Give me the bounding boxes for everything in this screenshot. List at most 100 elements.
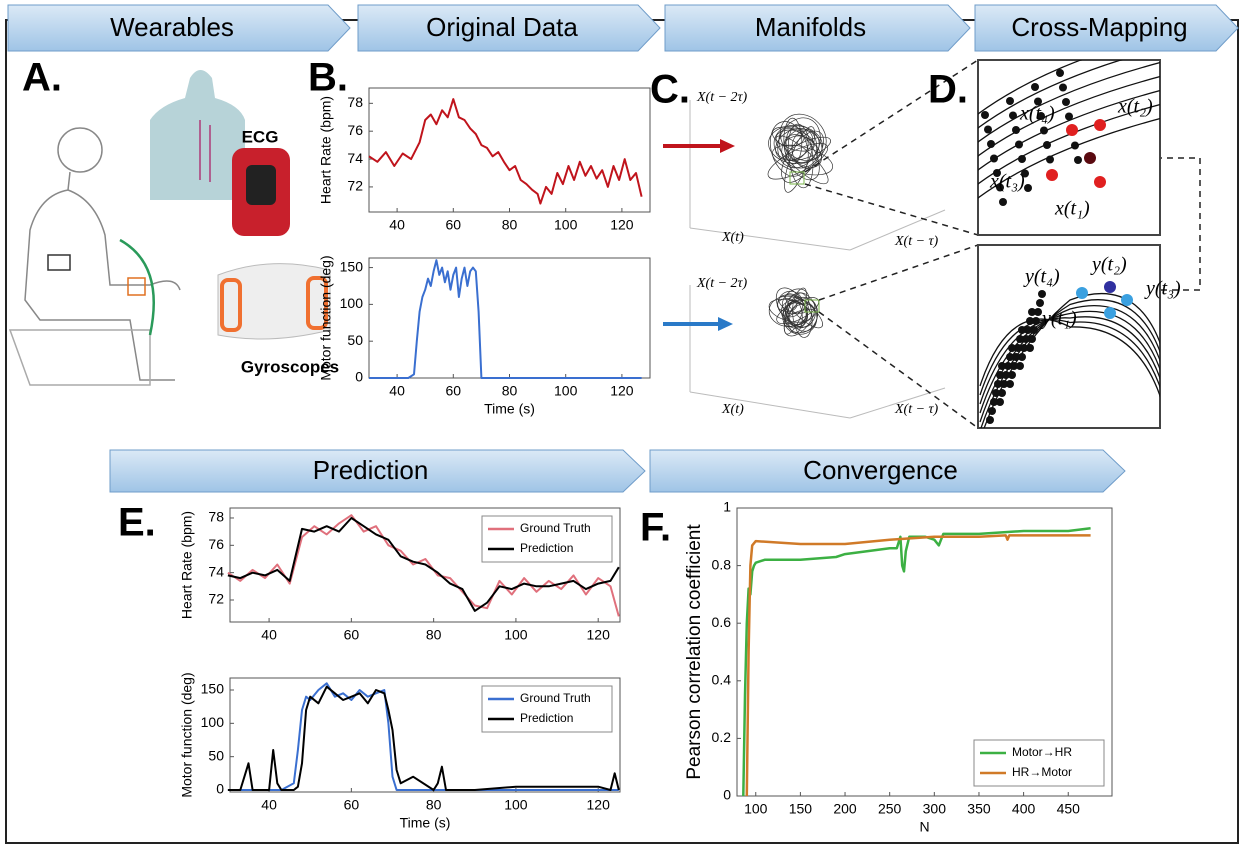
x-tick-label: 250 bbox=[878, 801, 902, 817]
x-axis-label: Time (s) bbox=[400, 815, 451, 831]
trajectory-point bbox=[1026, 344, 1034, 352]
y-tick-label: 50 bbox=[208, 747, 224, 763]
neighbor-point bbox=[1121, 294, 1133, 306]
x-tick-label: 60 bbox=[344, 627, 360, 643]
cross-map-y-box bbox=[977, 244, 1161, 429]
y-tick-label: 0.6 bbox=[712, 614, 732, 630]
data-line bbox=[227, 517, 620, 612]
x-tick-label: 100 bbox=[744, 801, 768, 817]
trajectory-point bbox=[986, 416, 994, 424]
target-point bbox=[1084, 152, 1096, 164]
manifold-axis-label: X(t) bbox=[721, 402, 744, 417]
x-tick-label: 100 bbox=[554, 217, 578, 233]
panel-label: C. bbox=[650, 68, 690, 112]
x-tick-label: 40 bbox=[389, 217, 405, 233]
x-tick-label: 400 bbox=[1012, 801, 1036, 817]
trajectory-point bbox=[984, 125, 992, 134]
arrowhead bbox=[720, 139, 735, 153]
attractor-loop bbox=[785, 136, 831, 161]
panel-label: F. bbox=[640, 506, 671, 550]
cross-map-x-box bbox=[977, 59, 1161, 236]
attractor-loop bbox=[792, 292, 813, 338]
trajectory bbox=[979, 305, 1160, 423]
trajectory bbox=[978, 103, 1160, 185]
trajectory bbox=[978, 117, 1160, 199]
trajectory-point bbox=[1065, 112, 1073, 121]
trajectory-point bbox=[992, 389, 1000, 397]
x-tick-label: 80 bbox=[502, 383, 518, 399]
manifold-axis-label: X(t − 2τ) bbox=[696, 90, 748, 105]
y-tick-label: 78 bbox=[347, 94, 363, 110]
x-tick-label: 80 bbox=[502, 217, 518, 233]
attractor-loop bbox=[784, 296, 819, 334]
x-tick-label: 80 bbox=[426, 797, 442, 813]
section-header-label: Convergence bbox=[803, 455, 958, 485]
panel-label: A. bbox=[22, 56, 62, 100]
ecg-silhouette bbox=[150, 70, 245, 200]
y-tick-label: 76 bbox=[347, 122, 363, 138]
trajectory bbox=[980, 299, 1160, 428]
manifold-attractors bbox=[767, 113, 833, 338]
neighbor-point bbox=[1076, 287, 1088, 299]
manifold-axis-label: X(t − 2τ) bbox=[696, 276, 748, 291]
cross-map-label: y(t₃) bbox=[1144, 278, 1181, 300]
trajectory-point bbox=[1006, 97, 1014, 105]
y-axis-label: Pearson correlation coefficient bbox=[684, 524, 705, 780]
trajectory-point bbox=[1016, 335, 1024, 343]
trajectory-point bbox=[1062, 98, 1070, 106]
trajectory-point bbox=[1021, 169, 1029, 178]
y-tick-label: 0 bbox=[723, 787, 731, 803]
neighbor-point bbox=[1094, 176, 1106, 188]
trajectory-point bbox=[1038, 290, 1046, 298]
neighborhood-box bbox=[804, 299, 820, 313]
x-tick-label: 60 bbox=[446, 217, 462, 233]
y-tick-label: 1 bbox=[723, 499, 731, 515]
trajectory-point bbox=[994, 380, 1002, 388]
attractor-loop bbox=[784, 128, 820, 164]
neighbor-point bbox=[1094, 119, 1106, 131]
gyroscope-strap bbox=[306, 276, 328, 330]
manifold-axis-label: X(t − τ) bbox=[894, 234, 939, 249]
legend-box bbox=[481, 685, 613, 733]
attractor-loop bbox=[781, 288, 810, 315]
legend-box bbox=[481, 515, 613, 563]
trajectory-point bbox=[1059, 83, 1067, 92]
x-tick-label: 200 bbox=[833, 801, 857, 817]
gyroscope-label: Gyroscopes bbox=[241, 357, 339, 376]
attractor-loop bbox=[791, 130, 823, 169]
panel-label: D. bbox=[928, 68, 968, 112]
trajectory-point bbox=[1031, 83, 1039, 91]
section-header-label: Original Data bbox=[426, 12, 578, 42]
gyroscope-strap bbox=[220, 278, 242, 332]
x-axis-label: N bbox=[919, 819, 929, 835]
neighbor-point bbox=[1046, 169, 1058, 181]
trajectory bbox=[978, 75, 1160, 157]
trajectory-point bbox=[1028, 335, 1036, 343]
trajectory-point bbox=[1016, 362, 1024, 370]
legend-label: HR→Motor bbox=[1012, 765, 1072, 779]
attractor-loop bbox=[775, 128, 813, 161]
trajectory-point bbox=[1012, 126, 1020, 134]
data-line bbox=[368, 98, 643, 205]
section-header-label: Prediction bbox=[313, 455, 429, 485]
attractor-loop bbox=[772, 126, 815, 152]
y-tick-label: 0.4 bbox=[712, 672, 732, 688]
ecg-label: ECG bbox=[242, 127, 279, 146]
trajectory-point bbox=[998, 362, 1006, 370]
attractor-loop bbox=[769, 121, 809, 177]
trajectory-point bbox=[1000, 380, 1008, 388]
x-tick-label: 80 bbox=[426, 627, 442, 643]
trajectory-point bbox=[1010, 362, 1018, 370]
x-tick-label: 100 bbox=[504, 797, 528, 813]
trajectory-point bbox=[999, 198, 1007, 206]
trajectory-point bbox=[1074, 156, 1082, 164]
cross-map-label: x(t₁) bbox=[1054, 198, 1090, 220]
person-illustration bbox=[8, 127, 181, 386]
x-tick-label: 120 bbox=[610, 217, 634, 233]
x-tick-label: 40 bbox=[389, 383, 405, 399]
data-line bbox=[227, 685, 620, 791]
trajectory-point bbox=[996, 183, 1004, 192]
neighbor-point bbox=[1104, 307, 1116, 319]
x-tick-label: 100 bbox=[504, 627, 528, 643]
attractor-loop bbox=[773, 126, 809, 161]
